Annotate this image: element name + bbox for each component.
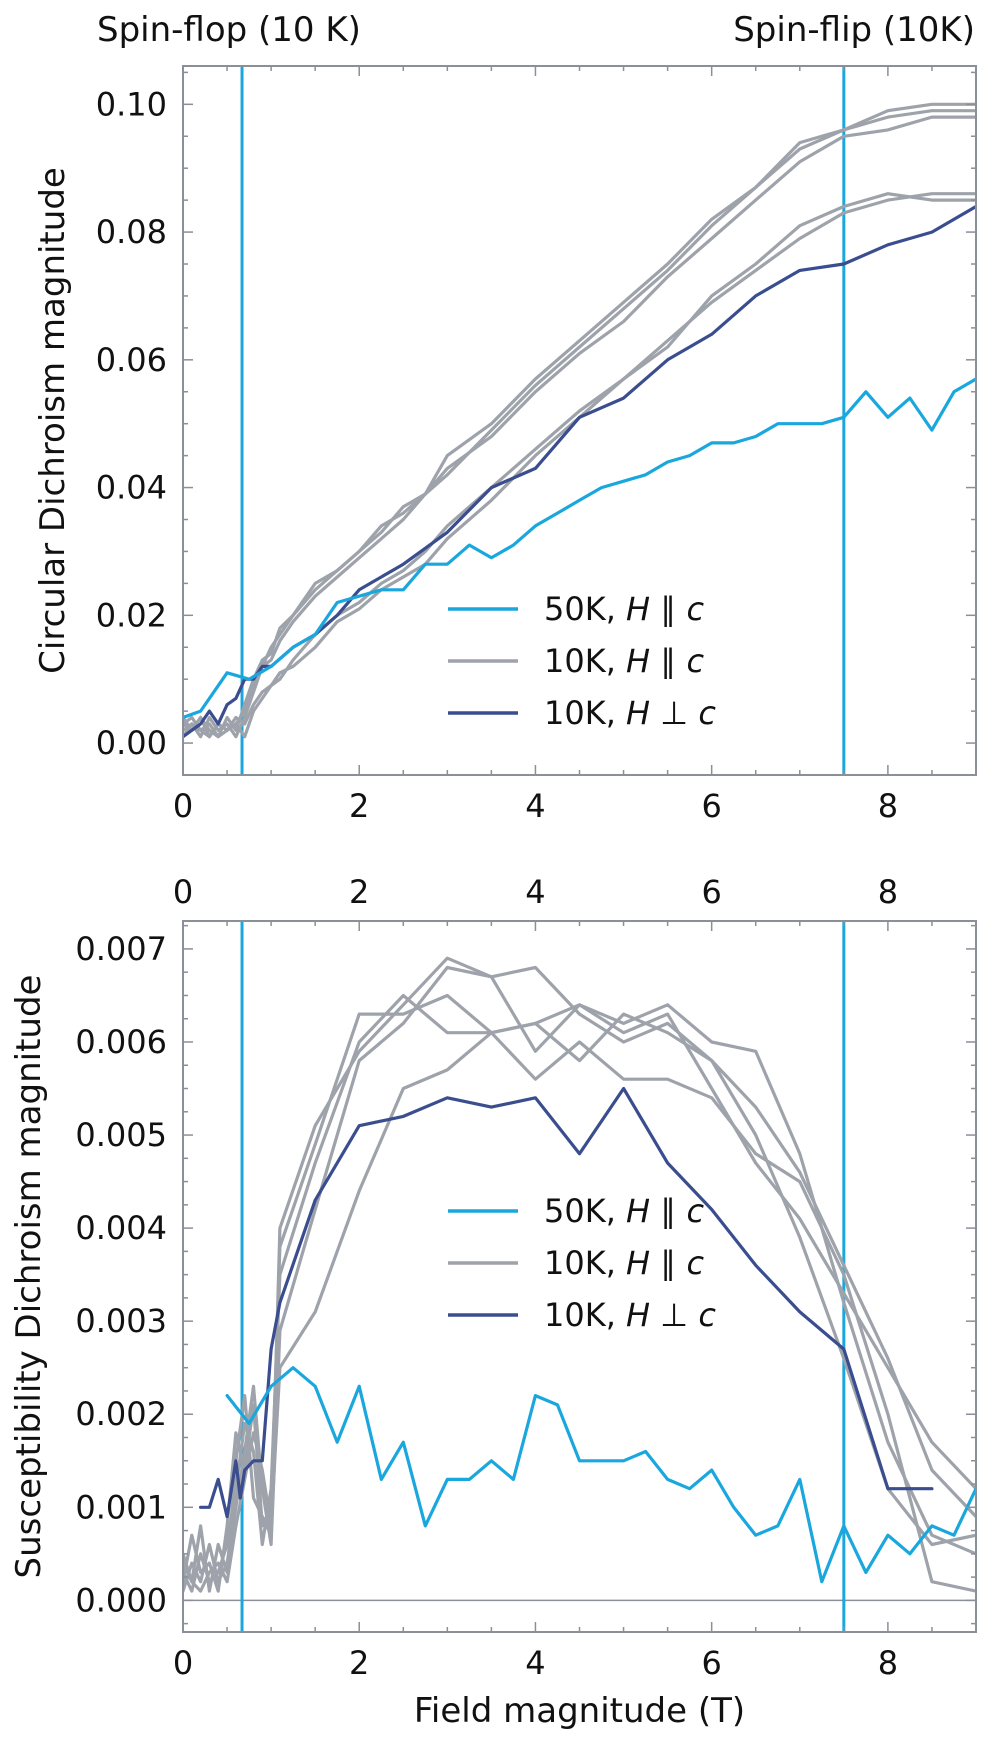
series-line-cyan-6 — [183, 377, 976, 720]
legend-label: 10K, H ∥ c — [544, 1244, 704, 1282]
x-tick-label: 2 — [349, 787, 369, 825]
y-tick-label: 0.002 — [75, 1395, 167, 1433]
legend-label: 10K, H ⊥ c — [544, 694, 716, 732]
x-tick-label: 8 — [878, 787, 898, 825]
x-tick-label-top: 4 — [525, 873, 545, 911]
y-tick-label: 0.06 — [96, 341, 167, 379]
x-tick-label-top: 6 — [701, 873, 721, 911]
y-axis-title: Circular Dichroism magnitude — [33, 167, 73, 674]
legend-label: 10K, H ⊥ c — [544, 1296, 716, 1334]
series-line-gray-1 — [183, 102, 976, 739]
y-tick-label: 0.04 — [96, 469, 167, 507]
legend: 50K, H ∥ c 10K, H ∥ c 10K, H ⊥ c — [448, 1192, 716, 1334]
x-tick-label: 6 — [701, 1644, 721, 1682]
y-tick-label: 0.08 — [96, 213, 167, 251]
spin-flip-annotation: Spin-flip (10K) — [733, 10, 975, 50]
series-line-gray-4 — [183, 1031, 976, 1593]
x-tick-label: 2 — [349, 1644, 369, 1682]
legend: 50K, H ∥ c 10K, H ∥ c 10K, H ⊥ c — [448, 590, 716, 732]
x-tick-label-top: 2 — [349, 873, 369, 911]
series-line-gray-1 — [183, 993, 976, 1593]
y-tick-label: 0.000 — [75, 1581, 167, 1619]
x-tick-label: 0 — [173, 1644, 193, 1682]
y-tick-label: 0.006 — [75, 1023, 167, 1061]
series-line-gray-4 — [183, 192, 976, 739]
susceptibility-dichroism-panel: 0 2 4 6 8 0 2 4 6 8 0.000 0.001 0.002 0.003 0.004 0.005… — [9, 873, 977, 1731]
y-tick-label: 0.003 — [75, 1302, 167, 1340]
x-tick-label: 4 — [525, 787, 545, 825]
x-tick-label: 8 — [878, 1644, 898, 1682]
legend-label: 50K, H ∥ c — [544, 590, 704, 628]
legend-label: 50K, H ∥ c — [544, 1192, 704, 1230]
x-tick-label: 6 — [701, 787, 721, 825]
y-tick-label: 0.004 — [75, 1209, 167, 1247]
y-tick-label: 0.007 — [75, 930, 167, 968]
y-tick-label: 0.00 — [96, 724, 167, 762]
series-line-gray-2 — [183, 993, 976, 1593]
series-line-navy-5 — [199, 1086, 934, 1519]
y-tick-label: 0.001 — [75, 1488, 167, 1526]
x-tick-label-top: 8 — [878, 873, 898, 911]
series-group — [183, 102, 976, 739]
x-tick-label: 4 — [525, 1644, 545, 1682]
x-tick-label: 0 — [173, 787, 193, 825]
series-group — [183, 956, 976, 1593]
legend-label: 10K, H ∥ c — [544, 642, 704, 680]
series-line-navy-5 — [183, 204, 976, 739]
spin-flop-annotation: Spin-flop (10 K) — [97, 10, 361, 50]
x-tick-label-top: 0 — [173, 873, 193, 911]
circular-dichroism-panel: 0 2 4 6 8 0.00 0.02 0.04 0.06 0.08 0.10 Circular Di… — [33, 65, 977, 825]
y-tick-label: 0.02 — [96, 596, 167, 634]
y-tick-label: 0.10 — [96, 85, 167, 123]
y-tick-label: 0.005 — [75, 1116, 167, 1154]
x-axis-title: Field magnitude (T) — [414, 1691, 745, 1731]
y-axis-title: Susceptibility Dichroism magnitude — [9, 975, 49, 1579]
series-line-cyan-6 — [225, 1366, 976, 1584]
